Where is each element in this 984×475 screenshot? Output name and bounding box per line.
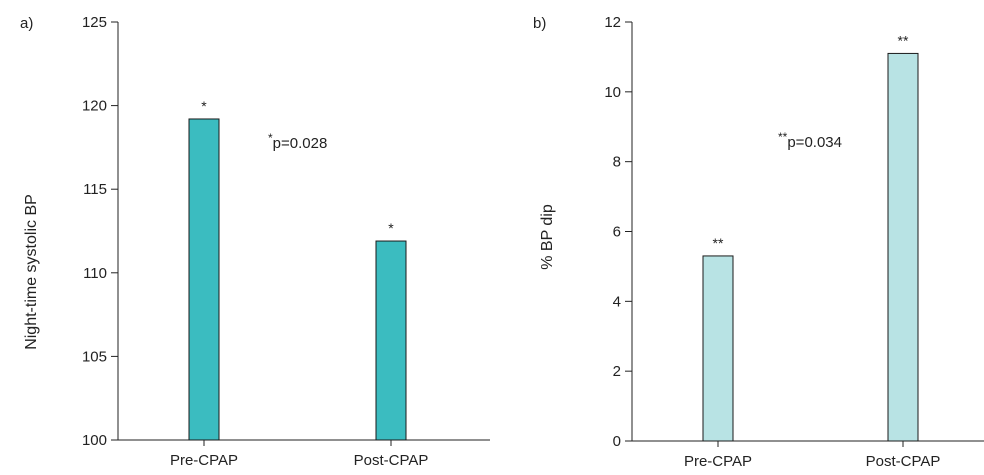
x-tick-labels-a: Pre-CPAP Post-CPAP	[170, 440, 428, 469]
bar-post-cpap	[375, 240, 407, 441]
y-tick-label: 8	[613, 154, 621, 171]
y-tick-label: 12	[604, 14, 621, 31]
panel-b: b) % BP dip 0 2 4 6 8 10 12 ** ** Pre-CPAP Post-…	[533, 14, 984, 470]
y-axis-title-b: % BP dip	[539, 204, 556, 270]
x-tick-labels-b: Pre-CPAP Post-CPAP	[684, 441, 940, 470]
x-tick-label: Pre-CPAP	[684, 453, 752, 470]
annotation-text-a: p=0.028	[273, 135, 328, 152]
y-tick-label: 125	[82, 14, 107, 31]
y-tick-label: 105	[82, 348, 107, 365]
x-tick-label: Post-CPAP	[866, 453, 941, 470]
bar-pre-cpap	[702, 255, 734, 442]
bars-a: **	[188, 98, 407, 441]
x-tick-label: Pre-CPAP	[170, 452, 238, 469]
y-axis-title-a: Night-time systolic BP	[23, 194, 40, 350]
y-tick-label: 6	[613, 224, 621, 241]
y-ticks-a: 100 105 110 115 120 125	[82, 14, 118, 449]
annotation-prefix-a: *	[268, 131, 273, 145]
significance-annotation-b: **p=0.034	[778, 130, 842, 151]
significance-marker: **	[713, 235, 724, 251]
bar-pre-cpap	[188, 118, 220, 441]
bars-b: ** **	[702, 32, 919, 442]
significance-annotation-a: *p=0.028	[268, 131, 327, 152]
annotation-text-b: p=0.034	[787, 134, 842, 151]
significance-marker: **	[898, 32, 909, 48]
significance-marker: *	[201, 98, 207, 114]
y-ticks-b: 0 2 4 6 8 10 12	[604, 14, 632, 450]
y-tick-label: 100	[82, 432, 107, 449]
y-tick-label: 120	[82, 98, 107, 115]
bar-post-cpap	[887, 52, 919, 442]
y-tick-label: 115	[83, 181, 107, 198]
y-tick-label: 4	[613, 293, 621, 310]
panel-label-a: a)	[20, 15, 33, 32]
annotation-prefix-b: **	[778, 130, 788, 144]
significance-marker: *	[388, 220, 394, 236]
panel-label-b: b)	[533, 15, 546, 32]
panel-a: a) Night-time systolic BP 100 105 110 115 12…	[20, 14, 490, 469]
y-tick-label: 110	[83, 265, 107, 282]
y-tick-label: 0	[613, 433, 621, 450]
y-tick-label: 2	[613, 363, 621, 380]
x-tick-label: Post-CPAP	[354, 452, 429, 469]
y-tick-label: 10	[604, 84, 621, 101]
